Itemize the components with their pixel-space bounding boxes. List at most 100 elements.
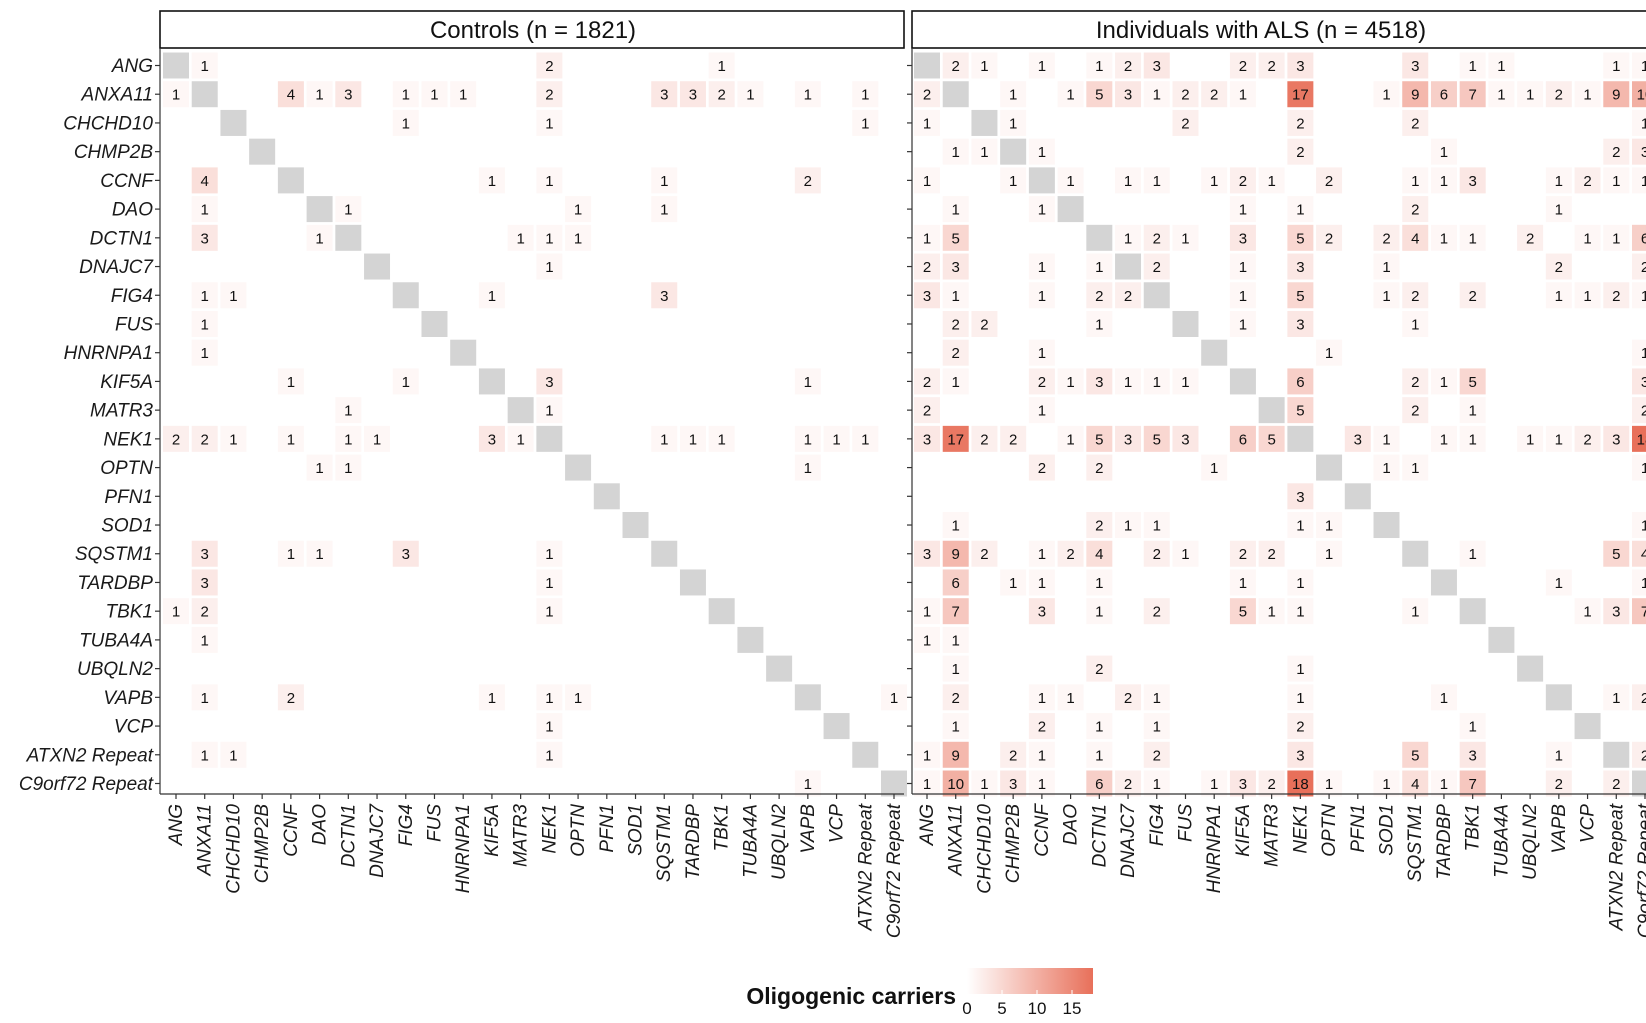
cell-label: 1 [1296, 575, 1304, 592]
heatmap-cell [1086, 741, 1113, 768]
heatmap-cell [914, 224, 940, 251]
cell-label: 1 [315, 546, 323, 563]
cell-label: 1 [1325, 518, 1333, 535]
heatmap-cell [1459, 425, 1486, 452]
cell-label: 1 [1641, 575, 1646, 592]
heatmap-cell [1028, 540, 1055, 567]
cell-label: 1 [1382, 87, 1390, 104]
heatmap-cell [1287, 741, 1314, 768]
cell-label: 1 [201, 58, 209, 75]
cell-label: 2 [1124, 288, 1132, 305]
heatmap-cell [1430, 684, 1457, 711]
cell-label: 6 [1095, 776, 1103, 793]
row-label-tardbp: TARDBP [77, 573, 153, 594]
heatmap-cell [1373, 253, 1400, 280]
cell-label: 2 [1411, 288, 1419, 305]
diagonal-cell [737, 626, 764, 653]
cell-label: 1 [923, 173, 931, 190]
heatmap-cell [1545, 569, 1572, 596]
cell-label: 3 [201, 546, 209, 563]
cell-label: 1 [229, 431, 237, 448]
row-label-c9orf72-repeat: C9orf72 Repeat [19, 774, 154, 795]
heatmap-cell [1028, 397, 1055, 424]
heatmap-cell [1402, 52, 1429, 79]
cell-label: 1 [545, 690, 553, 707]
cell-label: 1 [1382, 431, 1390, 448]
col-label-dao: DAO [310, 804, 331, 845]
heatmap-cell [1603, 167, 1630, 194]
cell-label: 1 [1641, 518, 1646, 535]
row-label-pfn1: PFN1 [104, 487, 153, 508]
heatmap-cell [163, 598, 189, 625]
col-label-vcp: VCP [1578, 804, 1599, 843]
heatmap-cell [942, 540, 969, 567]
cell-label: 1 [861, 431, 869, 448]
heatmap-cell [1287, 138, 1314, 165]
cell-label: 3 [1038, 604, 1046, 621]
heatmap-cell [651, 425, 678, 452]
col-label-nek1: NEK1 [1290, 804, 1311, 854]
heatmap-cell [1287, 224, 1314, 251]
heatmap-cell [1574, 167, 1601, 194]
cell-label: 1 [1210, 460, 1218, 477]
cell-label: 1 [1239, 259, 1247, 276]
heatmap-cell [1430, 224, 1457, 251]
cell-label: 2 [1526, 230, 1534, 247]
heatmap-cell [478, 425, 505, 452]
heatmap-cell [1545, 282, 1572, 309]
heatmap-cell [914, 741, 940, 768]
cell-label: 2 [1095, 518, 1103, 535]
heatmap-cell [163, 425, 189, 452]
heatmap-cell [1000, 741, 1027, 768]
heatmap-cell [335, 196, 362, 223]
cell-label: 1 [402, 87, 410, 104]
heatmap-cell [1028, 253, 1055, 280]
heatmap-cell [1086, 253, 1113, 280]
heatmap-cell [1459, 741, 1486, 768]
heatmap-cell [852, 425, 879, 452]
cell-label: 18 [1292, 776, 1309, 793]
heatmap-cell [191, 741, 218, 768]
heatmap-cell [1488, 81, 1515, 108]
heatmap-cell [1517, 224, 1544, 251]
heatmap-cell [852, 109, 879, 136]
cell-label: 17 [947, 431, 964, 448]
cell-label: 2 [1038, 460, 1046, 477]
heatmap-cell [1603, 540, 1630, 567]
heatmap-cell [1201, 167, 1228, 194]
heatmap-cell [306, 540, 333, 567]
heatmap-cell [277, 81, 304, 108]
cell-label: 1 [1267, 604, 1275, 621]
cell-label: 5 [1296, 288, 1304, 305]
heatmap-cell [1603, 770, 1630, 797]
cell-label: 2 [952, 316, 960, 333]
cell-label: 1 [1009, 575, 1017, 592]
heatmap-cell [1316, 339, 1343, 366]
cell-label: 1 [1583, 87, 1591, 104]
heatmap-cell [1143, 512, 1170, 539]
heatmap-cell [306, 454, 333, 481]
heatmap-cell [852, 81, 879, 108]
col-label-nek1: NEK1 [539, 804, 560, 854]
row-label-optn: OPTN [100, 458, 153, 479]
heatmap-cell [335, 425, 362, 452]
cell-label: 2 [1181, 87, 1189, 104]
cell-label: 2 [1612, 144, 1620, 161]
cell-label: 3 [1239, 230, 1247, 247]
cell-label: 3 [488, 431, 496, 448]
cell-label: 1 [1095, 259, 1103, 276]
heatmap-cell [1430, 167, 1457, 194]
cell-label: 1 [1555, 202, 1563, 219]
cell-label: 1 [1641, 173, 1646, 190]
cell-label: 1 [1038, 776, 1046, 793]
cell-label: 3 [1124, 431, 1132, 448]
heatmap-cell [1057, 425, 1084, 452]
row-label-dctn1: DCTN1 [90, 228, 153, 249]
cell-label: 9 [952, 747, 960, 764]
cell-label: 2 [1555, 776, 1563, 793]
cell-label: 1 [1382, 288, 1390, 305]
heatmap-cell [1459, 167, 1486, 194]
cell-label: 2 [804, 173, 812, 190]
diagonal-cell [1545, 684, 1572, 711]
heatmap-cell [1115, 224, 1142, 251]
